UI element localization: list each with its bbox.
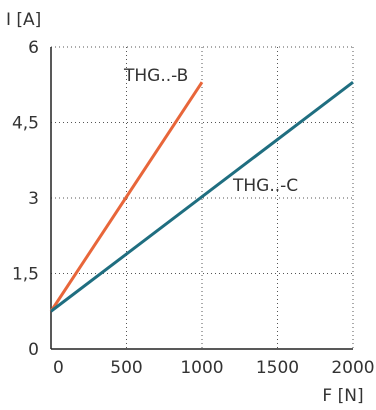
x-axis-label: F [N] (322, 386, 363, 406)
x-tick-label: 1000 (180, 358, 223, 378)
y-axis-label: I [A] (6, 10, 41, 30)
y-tick-label: 4,5 (12, 114, 39, 134)
y-tick-label: 0 (28, 340, 39, 360)
series-group (49, 81, 354, 313)
x-tick-label: 0 (53, 358, 64, 378)
series-line-0 (49, 81, 204, 313)
x-tick-label: 1500 (256, 358, 299, 378)
series-label-thg-c: THG..-C (232, 176, 298, 196)
series-line-1 (50, 81, 354, 313)
y-tick-label: 3 (28, 189, 39, 209)
axes (50, 47, 353, 350)
y-tick-label: 6 (28, 38, 39, 58)
x-tick-label: 2000 (331, 358, 374, 378)
x-tick-labels: 0 500 1000 1500 2000 (53, 358, 375, 378)
series-label-thg-b: THG..-B (123, 66, 188, 86)
y-tick-labels: 0 1,5 3 4,5 6 (12, 38, 39, 360)
y-tick-label: 1,5 (12, 265, 39, 285)
x-tick-label: 500 (110, 358, 142, 378)
